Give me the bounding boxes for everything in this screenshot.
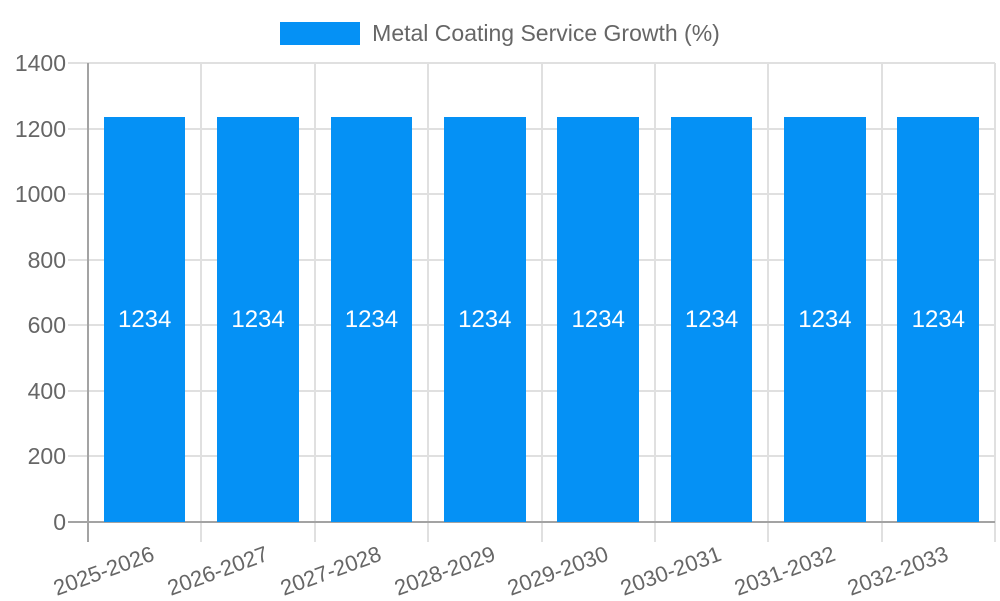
y-axis-label: 1400 <box>14 50 66 76</box>
y-gridline <box>68 258 995 261</box>
x-axis-label: 2025-2026 <box>50 541 158 601</box>
bar-value-label: 1234 <box>117 305 172 333</box>
x-gridline <box>767 63 770 542</box>
bar-value-label: 1234 <box>684 305 739 333</box>
x-axis-label: 2026-2027 <box>163 541 272 601</box>
bar-value-label: 1234 <box>231 305 285 333</box>
bar[interactable] <box>897 117 980 522</box>
y-axis-label: 200 <box>27 443 66 470</box>
bar[interactable] <box>670 117 753 522</box>
y-axis-label: 0 <box>53 509 66 535</box>
x-gridline <box>653 63 656 542</box>
bar[interactable] <box>443 117 526 522</box>
y-gridline <box>68 127 995 130</box>
bar[interactable] <box>330 117 413 522</box>
x-axis-label: 2029-2030 <box>503 541 612 601</box>
x-axis-label: 2027-2028 <box>277 541 385 601</box>
legend[interactable]: Metal Coating Service Growth (%) <box>0 22 1000 45</box>
x-gridline <box>313 63 316 542</box>
x-gridline <box>880 63 883 542</box>
legend-swatch <box>280 22 361 45</box>
x-gridline <box>540 63 543 542</box>
bar[interactable] <box>103 117 186 522</box>
bar[interactable] <box>784 117 866 522</box>
y-gridline <box>68 455 995 458</box>
legend-label: Metal Coating Service Growth (%) <box>372 20 720 46</box>
x-gridline <box>200 63 203 542</box>
bar[interactable] <box>557 117 639 522</box>
bar-value-label: 1234 <box>798 305 852 333</box>
y-axis-label: 400 <box>27 377 66 404</box>
y-axis-label: 1000 <box>14 181 66 208</box>
y-gridline <box>68 324 995 327</box>
y-gridline <box>68 389 995 392</box>
x-axis-label: 2030-2031 <box>617 541 725 601</box>
bar-value-label: 1234 <box>571 305 625 333</box>
y-gridline <box>68 62 995 64</box>
bar-value-label: 1234 <box>911 305 965 333</box>
bar[interactable] <box>217 117 299 522</box>
x-axis-line <box>68 521 995 523</box>
y-gridline <box>68 193 995 196</box>
x-gridline <box>994 63 996 542</box>
bar-value-label: 1234 <box>458 305 512 333</box>
x-gridline <box>427 63 430 542</box>
x-axis-label: 2032-2033 <box>844 541 952 601</box>
x-axis-label: 2028-2029 <box>390 541 499 601</box>
y-axis-label: 800 <box>27 246 66 273</box>
x-axis-label: 2031-2032 <box>730 541 839 601</box>
bar-value-label: 1234 <box>344 305 399 333</box>
y-axis-line <box>87 63 89 542</box>
y-axis-label: 600 <box>27 312 66 339</box>
y-axis-label: 1200 <box>14 115 66 142</box>
